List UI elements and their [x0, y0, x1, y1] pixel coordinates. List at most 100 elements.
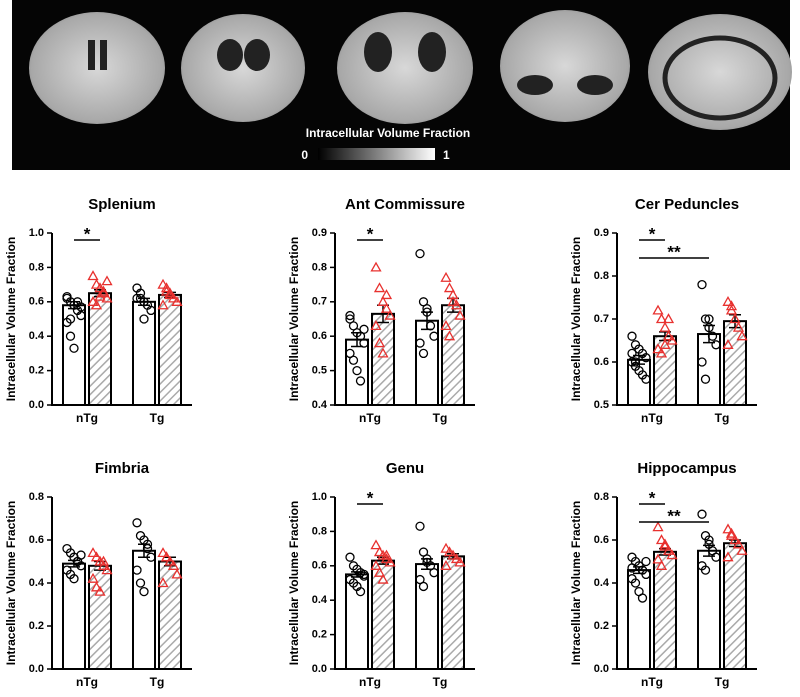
- data-point: [101, 275, 113, 286]
- data-point: [418, 348, 429, 359]
- significance-label: *: [367, 224, 374, 243]
- data-point: [655, 347, 668, 358]
- data-point: [659, 538, 671, 549]
- data-point: [160, 282, 173, 293]
- data-point: [355, 586, 366, 597]
- bar: [441, 304, 465, 406]
- y-axis-label: Intracellular Volume Fraction: [4, 237, 18, 401]
- data-point: [729, 534, 741, 545]
- data-point: [97, 555, 110, 566]
- axes: [51, 497, 192, 670]
- data-point: [76, 302, 86, 312]
- y-tick-label: 0.4: [312, 399, 328, 411]
- data-point: [380, 549, 393, 560]
- data-point: [359, 324, 369, 334]
- y-tick-label: 0.6: [312, 330, 327, 342]
- x-tick-label: Tg: [433, 411, 448, 425]
- bar: [371, 312, 395, 406]
- data-point: [377, 295, 389, 306]
- y-axis-label: Intracellular Volume Fraction: [569, 501, 583, 665]
- x-tick-label: nTg: [359, 411, 381, 425]
- image-panel: Intracellular Volume Fraction 0 1: [12, 0, 792, 170]
- data-point: [655, 559, 668, 570]
- y-tick-label: 0.5: [312, 365, 327, 377]
- bar: [415, 563, 439, 671]
- data-point: [90, 278, 103, 289]
- x-tick-label: nTg: [359, 675, 381, 689]
- data-point: [700, 314, 711, 324]
- data-point: [384, 309, 396, 320]
- y-tick-label: 0.9: [594, 227, 609, 239]
- data-point: [101, 292, 113, 303]
- data-point: [380, 302, 393, 313]
- data-point: [94, 585, 106, 596]
- data-point: [440, 559, 452, 570]
- bar: [697, 333, 721, 406]
- colorbar-label: Intracellular Volume Fraction: [306, 126, 470, 140]
- data-point: [725, 527, 738, 538]
- data-point: [700, 565, 711, 575]
- y-tick-label: 0.6: [594, 356, 609, 368]
- data-point: [627, 348, 637, 359]
- y-tick-label: 0.0: [594, 663, 609, 675]
- data-point: [697, 509, 707, 519]
- data-point: [662, 330, 675, 341]
- y-tick-label: 0.2: [312, 629, 327, 641]
- data-point: [373, 337, 386, 348]
- data-point: [359, 338, 369, 348]
- data-point: [627, 331, 637, 341]
- data-point: [641, 353, 651, 363]
- data-point: [370, 559, 382, 570]
- y-tick-label: 0.8: [594, 491, 609, 503]
- x-tick-label: Tg: [715, 675, 730, 689]
- data-point: [384, 556, 396, 567]
- data-point: [377, 347, 389, 358]
- y-tick-label: 0.6: [594, 534, 609, 546]
- data-point: [422, 304, 432, 314]
- data-point: [637, 593, 648, 603]
- data-point: [90, 581, 103, 592]
- brain-slices: [29, 10, 792, 130]
- chart-title: Ant Commissure: [345, 196, 465, 213]
- data-point: [370, 539, 382, 550]
- y-tick-label: 0.6: [29, 534, 44, 546]
- y-axis-label: Intracellular Volume Fraction: [569, 237, 583, 401]
- data-point: [377, 573, 389, 584]
- data-point: [139, 586, 149, 597]
- chart-title: Genu: [386, 460, 424, 477]
- data-point: [62, 291, 72, 302]
- data-point: [440, 542, 452, 553]
- data-point: [90, 299, 103, 310]
- data-point: [666, 334, 678, 345]
- x-tick-label: nTg: [76, 411, 98, 425]
- data-point: [447, 295, 459, 306]
- data-point: [630, 357, 641, 367]
- data-point: [666, 549, 678, 560]
- data-point: [380, 289, 393, 300]
- data-point: [418, 581, 429, 592]
- axes: [51, 233, 192, 406]
- axes: [616, 497, 757, 670]
- data-point: [443, 282, 456, 293]
- data-point: [132, 518, 142, 528]
- data-point: [447, 549, 459, 560]
- bar: [88, 564, 112, 670]
- data-point: [443, 330, 456, 341]
- y-tick-label: 0.8: [29, 261, 44, 273]
- y-tick-label: 0.4: [29, 577, 45, 589]
- data-point: [454, 556, 466, 567]
- y-axis-label: Intracellular Volume Fraction: [287, 237, 301, 401]
- chart-title: Hippocampus: [637, 460, 736, 477]
- data-point: [415, 521, 425, 531]
- x-tick-label: nTg: [641, 675, 663, 689]
- bar: [371, 559, 395, 671]
- data-point: [662, 544, 675, 555]
- data-point: [440, 271, 452, 282]
- data-point: [725, 529, 738, 540]
- y-tick-label: 1.0: [29, 227, 44, 239]
- data-point: [659, 321, 671, 332]
- data-point: [65, 331, 76, 341]
- data-point: [164, 289, 176, 300]
- data-point: [142, 543, 153, 554]
- data-point: [164, 287, 176, 298]
